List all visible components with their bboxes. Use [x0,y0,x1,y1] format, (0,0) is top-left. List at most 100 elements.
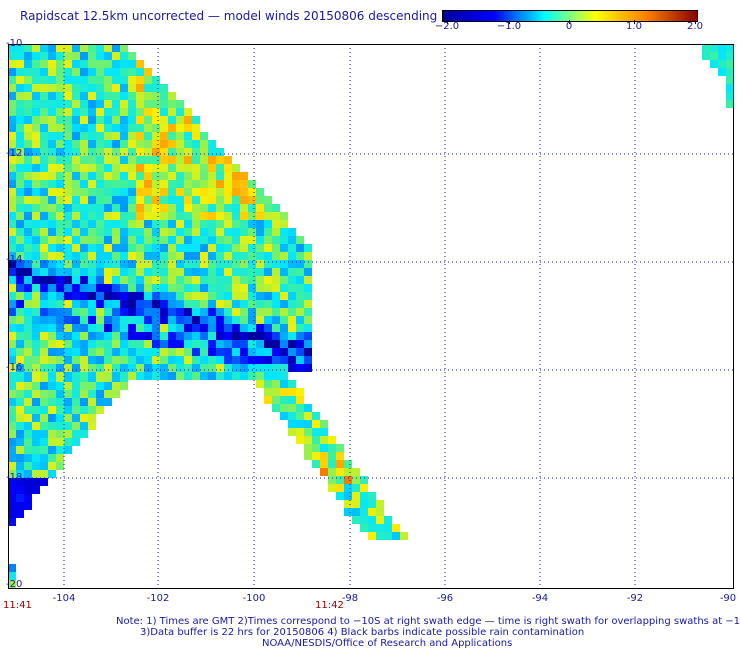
wind-cell [168,116,176,124]
wind-cell [360,484,368,492]
wind-cell [304,428,312,436]
wind-cell [40,212,48,220]
wind-cell [152,148,160,156]
wind-cell [288,380,296,388]
wind-cell [120,268,128,276]
wind-cell [40,252,48,260]
wind-cell [104,92,112,100]
wind-cell [136,244,144,252]
wind-cell [112,148,120,156]
wind-cell [344,484,352,492]
wind-cell [48,76,56,84]
wind-cell [256,260,264,268]
wind-cell [8,324,16,332]
wind-cell [56,236,64,244]
wind-cell [96,92,104,100]
wind-cell [40,308,48,316]
wind-cell [136,316,144,324]
wind-cell [184,132,192,140]
lat-label: -20 [6,579,23,590]
wind-cell [144,140,152,148]
wind-cell [16,276,24,284]
wind-cell [192,348,200,356]
wind-cell [16,60,24,68]
wind-cell [96,196,104,204]
wind-cell [160,172,168,180]
wind-cell [8,140,16,148]
wind-cell [192,204,200,212]
wind-cell [288,292,296,300]
wind-cell [24,470,32,478]
wind-cell [400,532,408,540]
wind-cell [24,60,32,68]
wind-cell [144,228,152,236]
wind-cell [48,236,56,244]
wind-cell [224,156,232,164]
wind-cell [80,52,88,60]
wind-cell [184,284,192,292]
wind-cell [64,284,72,292]
wind-cell [120,356,128,364]
wind-cell [710,44,718,52]
wind-cell [64,422,72,430]
wind-cell [88,108,96,116]
wind-cell [128,116,136,124]
wind-cell [104,244,112,252]
wind-cell [48,462,56,470]
wind-cell [80,204,88,212]
colorbar [442,10,698,22]
wind-cell [192,172,200,180]
wind-cell [56,268,64,276]
wind-cell [56,398,64,406]
wind-cell [40,356,48,364]
wind-cell [96,348,104,356]
wind-cell [160,324,168,332]
wind-cell [16,108,24,116]
wind-cell [40,398,48,406]
wind-cell [32,132,40,140]
wind-cell [144,284,152,292]
wind-cell [24,236,32,244]
wind-cell [136,204,144,212]
wind-cell [256,268,264,276]
wind-cell [112,340,120,348]
wind-cell [8,156,16,164]
wind-cell [48,220,56,228]
wind-cell [96,398,104,406]
wind-cell [32,446,40,454]
wind-cell [88,180,96,188]
wind-cell [32,268,40,276]
wind-cell [88,212,96,220]
wind-cell [280,228,288,236]
wind-cell [216,364,224,372]
wind-cell [192,124,200,132]
wind-cell [280,348,288,356]
wind-cell [16,462,24,470]
wind-cell [264,364,272,372]
wind-cell [16,148,24,156]
wind-cell [280,396,288,404]
wind-cell [64,180,72,188]
wind-cell [216,348,224,356]
wind-cell [72,196,80,204]
wind-cell [120,52,128,60]
wind-cell [160,252,168,260]
wind-cell [248,228,256,236]
wind-cell [120,188,128,196]
wind-cell [288,428,296,436]
wind-cell [304,300,312,308]
wind-cell [168,236,176,244]
wind-cell [128,156,136,164]
wind-cell [136,364,144,372]
wind-cell [216,260,224,268]
wind-cell [304,412,312,420]
wind-cell [80,196,88,204]
wind-cell [200,156,208,164]
wind-cell [48,244,56,252]
time-label: 11:41 [3,600,32,611]
wind-cell [8,76,16,84]
wind-cell [248,180,256,188]
wind-cell [48,268,56,276]
wind-cell [88,324,96,332]
wind-cell [64,276,72,284]
